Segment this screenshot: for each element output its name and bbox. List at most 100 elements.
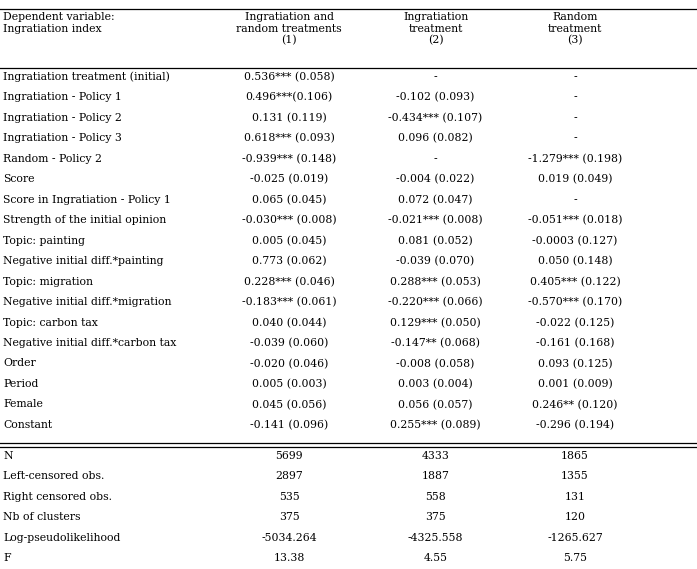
Text: 5.75: 5.75 [563, 553, 587, 563]
Text: -0.296 (0.194): -0.296 (0.194) [536, 420, 614, 430]
Text: 0.072 (0.047): 0.072 (0.047) [399, 195, 473, 205]
Text: 0.129*** (0.050): 0.129*** (0.050) [390, 318, 481, 328]
Text: 0.050 (0.148): 0.050 (0.148) [537, 256, 613, 266]
Text: -0.147** (0.068): -0.147** (0.068) [391, 338, 480, 348]
Text: -0.0003 (0.127): -0.0003 (0.127) [533, 236, 618, 246]
Text: -0.141 (0.096): -0.141 (0.096) [250, 420, 328, 430]
Text: 4333: 4333 [422, 451, 450, 461]
Text: Negative initial diff.*carbon tax: Negative initial diff.*carbon tax [3, 338, 177, 348]
Text: 558: 558 [425, 492, 446, 502]
Text: F: F [3, 553, 11, 563]
Text: 0.081 (0.052): 0.081 (0.052) [398, 236, 473, 246]
Text: Female: Female [3, 399, 43, 410]
Text: Ingratiation - Policy 2: Ingratiation - Policy 2 [3, 113, 123, 123]
Text: 0.246** (0.120): 0.246** (0.120) [533, 399, 618, 410]
Text: Dependent variable:
Ingratiation index: Dependent variable: Ingratiation index [3, 12, 115, 34]
Text: -0.051*** (0.018): -0.051*** (0.018) [528, 215, 622, 225]
Text: -0.570*** (0.170): -0.570*** (0.170) [528, 297, 622, 307]
Text: 0.045 (0.056): 0.045 (0.056) [252, 399, 326, 410]
Text: 0.131 (0.119): 0.131 (0.119) [252, 113, 327, 123]
Text: 0.496***(0.106): 0.496***(0.106) [245, 92, 333, 102]
Text: 13.38: 13.38 [273, 553, 305, 563]
Text: -: - [573, 133, 577, 143]
Text: 0.405*** (0.122): 0.405*** (0.122) [530, 277, 620, 287]
Text: 0.288*** (0.053): 0.288*** (0.053) [390, 277, 481, 287]
Text: -4325.558: -4325.558 [408, 533, 464, 543]
Text: Score in Ingratiation - Policy 1: Score in Ingratiation - Policy 1 [3, 195, 171, 205]
Text: -1.279*** (0.198): -1.279*** (0.198) [528, 154, 622, 164]
Text: -0.025 (0.019): -0.025 (0.019) [250, 174, 328, 184]
Text: 5699: 5699 [275, 451, 303, 461]
Text: -: - [573, 92, 577, 102]
Text: -0.161 (0.168): -0.161 (0.168) [536, 338, 614, 348]
Text: 0.005 (0.003): 0.005 (0.003) [252, 379, 327, 389]
Text: 4.55: 4.55 [424, 553, 447, 563]
Text: Negative initial diff.*painting: Negative initial diff.*painting [3, 256, 164, 266]
Text: 0.019 (0.049): 0.019 (0.049) [538, 174, 612, 184]
Text: -5034.264: -5034.264 [261, 533, 317, 543]
Text: 0.056 (0.057): 0.056 (0.057) [399, 399, 473, 410]
Text: -0.030*** (0.008): -0.030*** (0.008) [242, 215, 337, 225]
Text: Ingratiation treatment (initial): Ingratiation treatment (initial) [3, 72, 170, 83]
Text: -0.022 (0.125): -0.022 (0.125) [536, 318, 614, 328]
Text: -0.021*** (0.008): -0.021*** (0.008) [388, 215, 483, 225]
Text: 0.093 (0.125): 0.093 (0.125) [537, 358, 613, 369]
Text: -: - [434, 72, 438, 82]
Text: -0.004 (0.022): -0.004 (0.022) [397, 174, 475, 184]
Text: Constant: Constant [3, 420, 52, 430]
Text: 0.255*** (0.089): 0.255*** (0.089) [390, 420, 481, 430]
Text: 0.618*** (0.093): 0.618*** (0.093) [244, 133, 335, 143]
Text: Random - Policy 2: Random - Policy 2 [3, 154, 102, 164]
Text: -1265.627: -1265.627 [547, 533, 603, 543]
Text: 0.096 (0.082): 0.096 (0.082) [398, 133, 473, 143]
Text: N: N [3, 451, 13, 461]
Text: Right censored obs.: Right censored obs. [3, 492, 112, 502]
Text: -0.939*** (0.148): -0.939*** (0.148) [242, 154, 337, 164]
Text: 1887: 1887 [422, 471, 450, 481]
Text: 535: 535 [279, 492, 300, 502]
Text: 0.228*** (0.046): 0.228*** (0.046) [244, 277, 335, 287]
Text: 0.065 (0.045): 0.065 (0.045) [252, 195, 326, 205]
Text: -0.102 (0.093): -0.102 (0.093) [397, 92, 475, 102]
Text: 0.536*** (0.058): 0.536*** (0.058) [244, 72, 335, 82]
Text: Random
treatment
(3): Random treatment (3) [548, 12, 602, 46]
Text: 375: 375 [279, 512, 300, 522]
Text: Ingratiation
treatment
(2): Ingratiation treatment (2) [403, 12, 468, 46]
Text: Topic: painting: Topic: painting [3, 236, 86, 246]
Text: 0.773 (0.062): 0.773 (0.062) [252, 256, 327, 266]
Text: -0.434*** (0.107): -0.434*** (0.107) [388, 113, 483, 123]
Text: Log-pseudolikelihood: Log-pseudolikelihood [3, 533, 121, 543]
Text: Ingratiation - Policy 3: Ingratiation - Policy 3 [3, 133, 123, 143]
Text: 120: 120 [565, 512, 585, 522]
Text: Negative initial diff.*migration: Negative initial diff.*migration [3, 297, 172, 307]
Text: Period: Period [3, 379, 39, 389]
Text: -0.039 (0.070): -0.039 (0.070) [397, 256, 475, 266]
Text: -0.220*** (0.066): -0.220*** (0.066) [388, 297, 483, 307]
Text: 0.040 (0.044): 0.040 (0.044) [252, 318, 326, 328]
Text: 1865: 1865 [561, 451, 589, 461]
Text: -: - [434, 154, 438, 164]
Text: 2897: 2897 [275, 471, 303, 481]
Text: Score: Score [3, 174, 35, 184]
Text: Nb of clusters: Nb of clusters [3, 512, 81, 522]
Text: 1355: 1355 [561, 471, 589, 481]
Text: Topic: migration: Topic: migration [3, 277, 93, 287]
Text: -0.183*** (0.061): -0.183*** (0.061) [242, 297, 337, 307]
Text: Order: Order [3, 358, 36, 369]
Text: Ingratiation and
random treatments
(1): Ingratiation and random treatments (1) [236, 12, 342, 46]
Text: 0.001 (0.009): 0.001 (0.009) [537, 379, 613, 389]
Text: -: - [573, 72, 577, 82]
Text: -: - [573, 113, 577, 123]
Text: -0.020 (0.046): -0.020 (0.046) [250, 358, 328, 369]
Text: 0.003 (0.004): 0.003 (0.004) [398, 379, 473, 389]
Text: 375: 375 [425, 512, 446, 522]
Text: Ingratiation - Policy 1: Ingratiation - Policy 1 [3, 92, 123, 102]
Text: 0.005 (0.045): 0.005 (0.045) [252, 236, 326, 246]
Text: 131: 131 [565, 492, 585, 502]
Text: Strength of the initial opinion: Strength of the initial opinion [3, 215, 167, 225]
Text: -: - [573, 195, 577, 205]
Text: Topic: carbon tax: Topic: carbon tax [3, 318, 98, 328]
Text: -0.039 (0.060): -0.039 (0.060) [250, 338, 328, 348]
Text: -0.008 (0.058): -0.008 (0.058) [397, 358, 475, 369]
Text: Left-censored obs.: Left-censored obs. [3, 471, 105, 481]
